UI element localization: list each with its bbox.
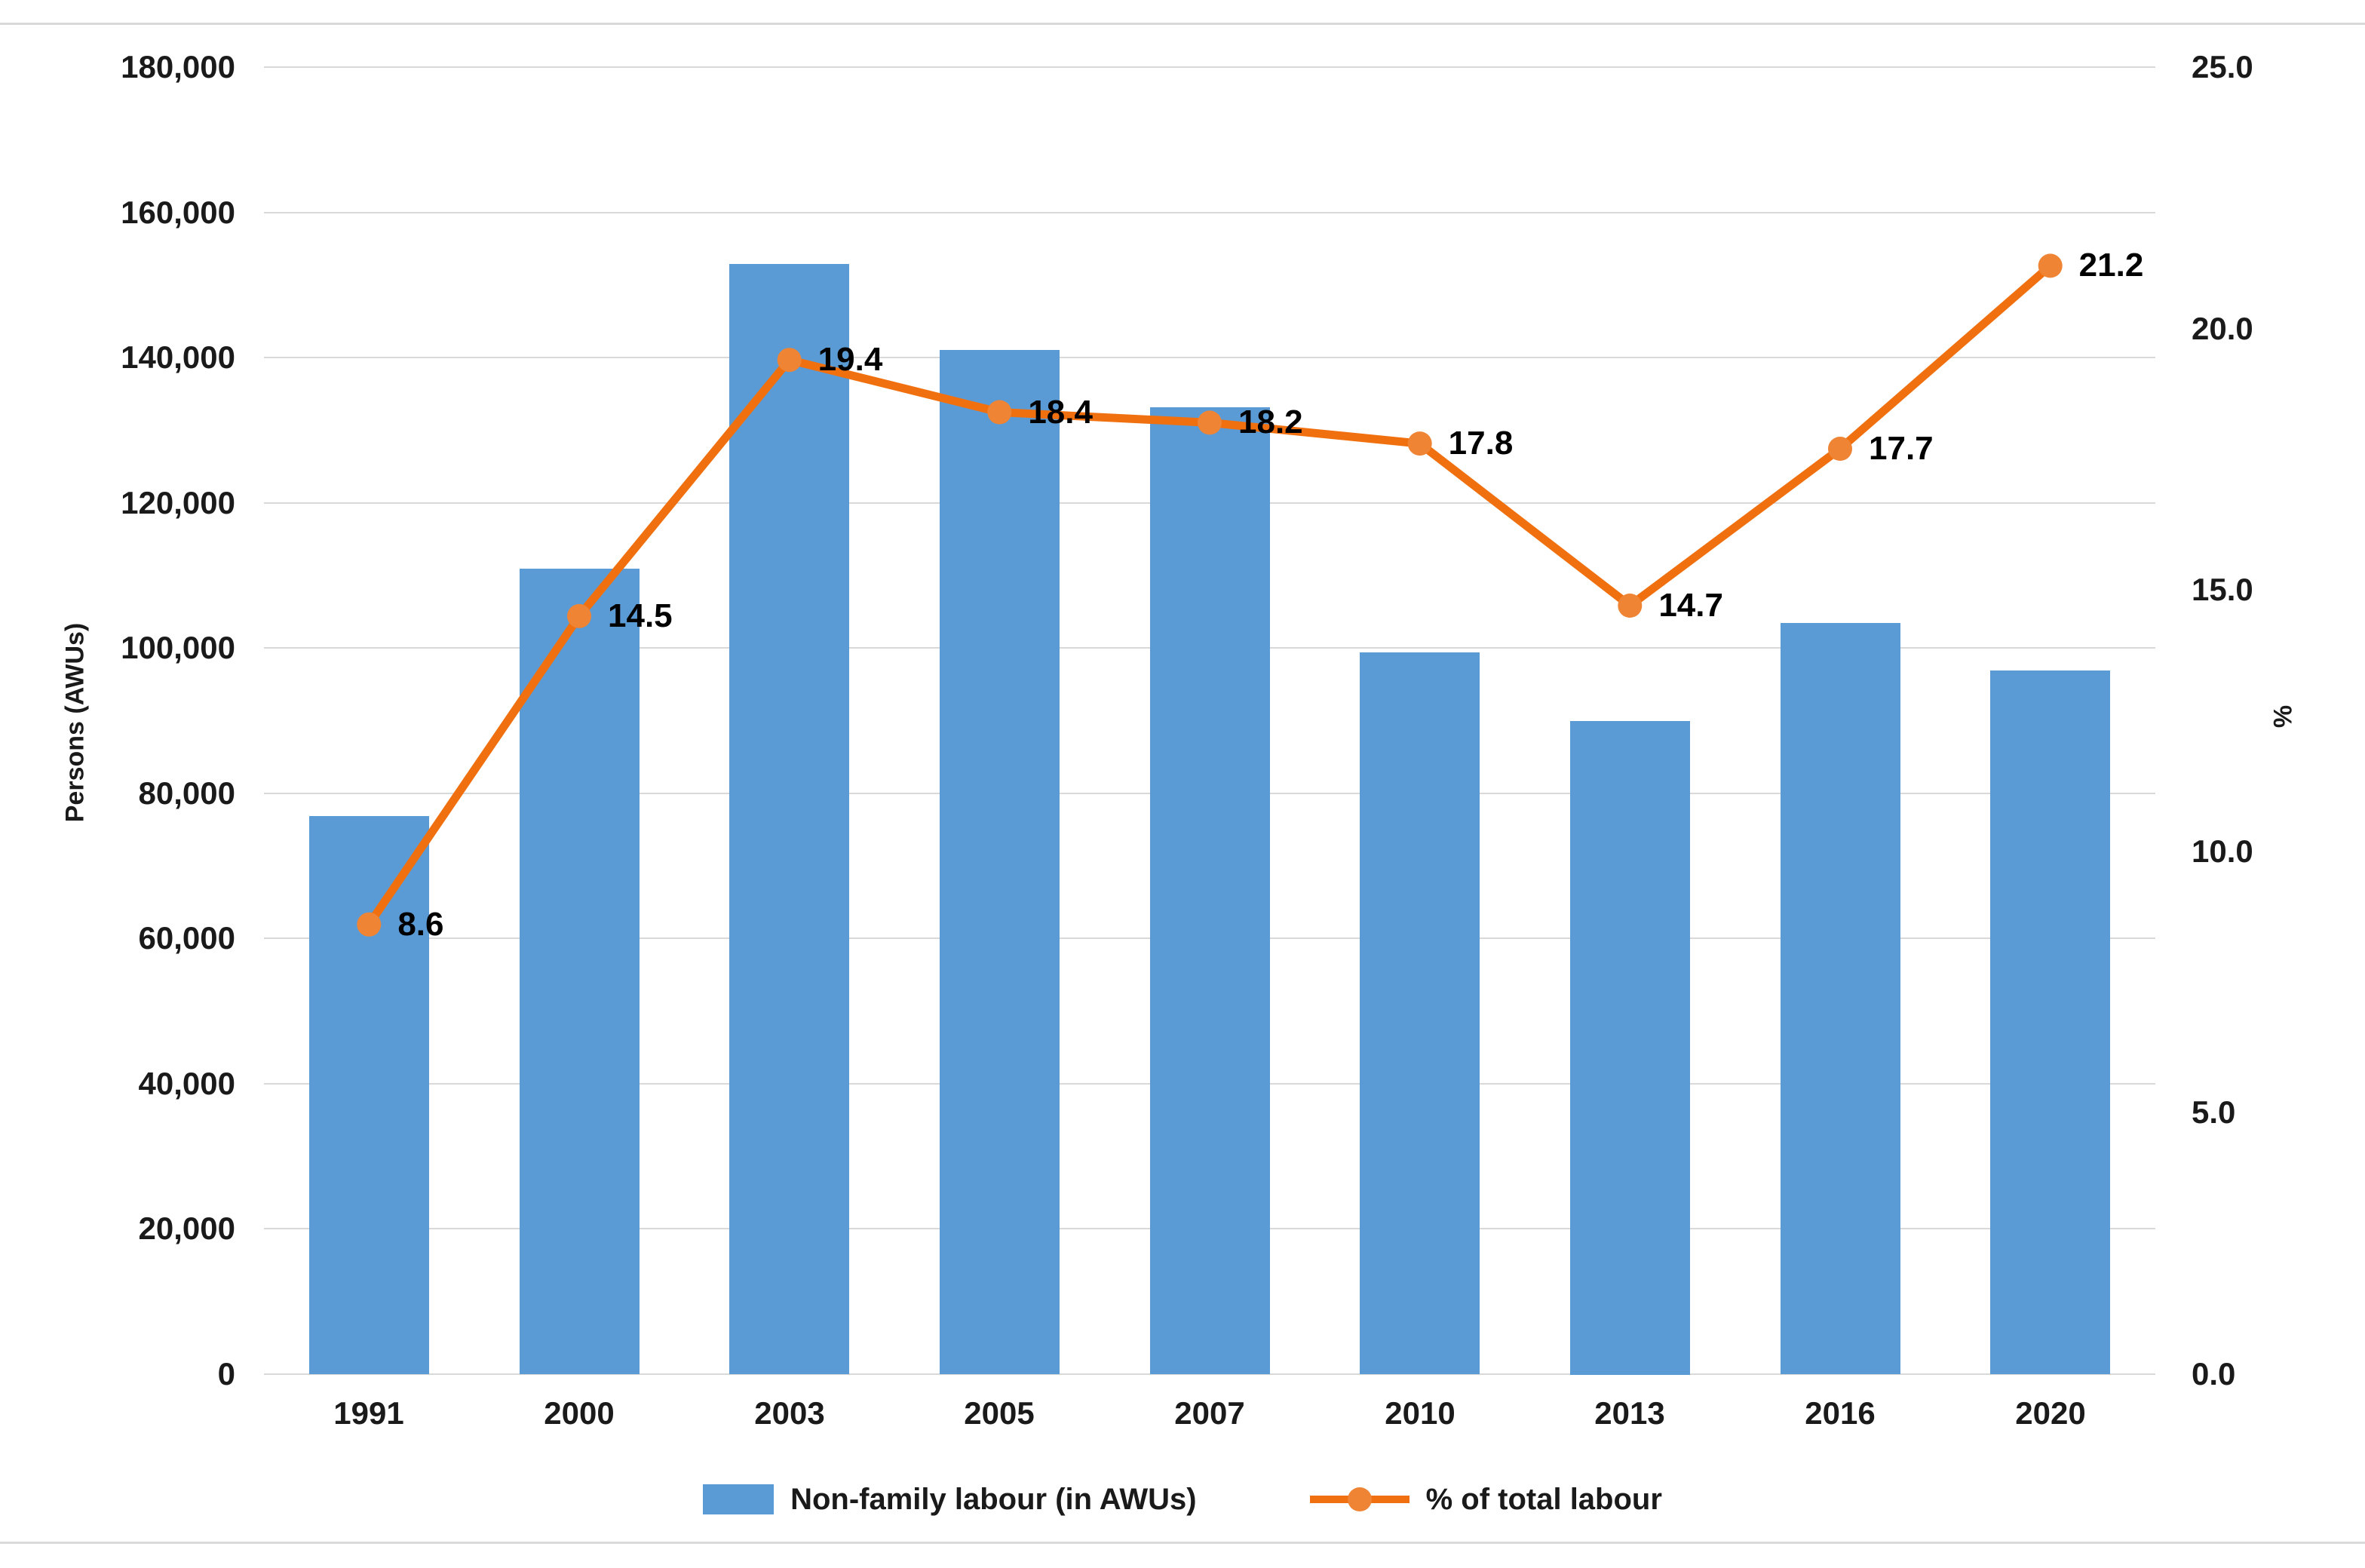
data-point-marker bbox=[1198, 410, 1222, 435]
data-point-marker bbox=[777, 348, 802, 373]
right-axis-tick-label: 15.0 bbox=[2192, 572, 2253, 608]
data-point-label: 17.7 bbox=[1869, 430, 1934, 468]
left-axis-tick-label: 180,000 bbox=[121, 49, 235, 84]
left-axis-tick-label: 160,000 bbox=[121, 194, 235, 230]
page-bottom-rule bbox=[0, 1542, 2365, 1544]
data-point-label: 18.2 bbox=[1238, 404, 1303, 441]
x-axis-tick-label: 2005 bbox=[964, 1395, 1035, 1431]
data-point-label: 18.4 bbox=[1028, 393, 1093, 431]
x-axis-tick-labels: 1991 2000 2003 2005 2007 2010 2013 2016 2020 bbox=[0, 1395, 2365, 1448]
x-axis-tick-label: 1991 bbox=[333, 1395, 404, 1431]
right-axis-tick-label: 10.0 bbox=[2192, 833, 2253, 869]
plot-area: 8.6 14.5 19.4 18.4 18.2 17.8 14.7 17.7 21.2 bbox=[264, 66, 2155, 1375]
right-axis-tick-label: 25.0 bbox=[2192, 49, 2253, 84]
right-axis-tick-label: 20.0 bbox=[2192, 310, 2253, 346]
x-axis-tick-label: 2020 bbox=[2015, 1395, 2086, 1431]
x-axis-tick-label: 2007 bbox=[1174, 1395, 1245, 1431]
gridline bbox=[264, 211, 2155, 213]
x-axis-tick-label: 2013 bbox=[1594, 1395, 1665, 1431]
legend-item-bars: Non-family labour (in AWUs) bbox=[703, 1483, 1197, 1517]
data-point-marker bbox=[357, 912, 382, 937]
bar bbox=[729, 264, 849, 1374]
left-axis-tick-label: 40,000 bbox=[138, 1065, 235, 1101]
data-point-label: 14.7 bbox=[1658, 586, 1723, 624]
left-axis-tick-label: 80,000 bbox=[138, 775, 235, 811]
bar bbox=[1781, 623, 1900, 1374]
line-path bbox=[364, 261, 2055, 929]
data-point-marker bbox=[2038, 253, 2063, 278]
left-axis-tick-label: 60,000 bbox=[138, 920, 235, 956]
data-point-label: 17.8 bbox=[1448, 425, 1514, 462]
left-axis-tick-label: 120,000 bbox=[121, 484, 235, 520]
x-axis-tick-label: 2010 bbox=[1385, 1395, 1456, 1431]
data-point-marker bbox=[987, 400, 1012, 425]
data-point-marker bbox=[567, 603, 591, 628]
page-top-rule bbox=[0, 23, 2365, 25]
data-point-label: 14.5 bbox=[608, 597, 673, 634]
x-axis-tick-label: 2000 bbox=[544, 1395, 615, 1431]
line-marker-swatch-icon bbox=[1309, 1484, 1409, 1514]
line-swatch-dot bbox=[1347, 1487, 1372, 1511]
left-axis-tick-labels: 0 20,000 40,000 60,000 80,000 100,000 120,000 1… bbox=[0, 49, 235, 1392]
data-point-marker bbox=[1618, 594, 1643, 618]
x-axis-tick-label: 2016 bbox=[1805, 1395, 1876, 1431]
bar bbox=[1360, 652, 1480, 1374]
left-axis-title: Persons (AWUs) bbox=[60, 622, 90, 823]
bar bbox=[940, 350, 1060, 1374]
right-axis-title: % bbox=[2268, 704, 2298, 729]
legend: Non-family labour (in AWUs) % of total l… bbox=[0, 1469, 2365, 1530]
data-point-marker bbox=[1407, 431, 1432, 456]
right-axis-tick-label: 0.0 bbox=[2192, 1356, 2236, 1392]
data-point-label: 21.2 bbox=[2078, 247, 2144, 284]
left-axis-tick-label: 20,000 bbox=[138, 1211, 235, 1247]
data-point-label: 8.6 bbox=[397, 905, 444, 943]
left-axis-tick-label: 0 bbox=[217, 1356, 235, 1392]
gridline bbox=[264, 1373, 2155, 1375]
line-series bbox=[357, 253, 2063, 937]
bar-swatch-icon bbox=[703, 1484, 775, 1514]
gridline bbox=[264, 66, 2155, 68]
x-axis-tick-label: 2003 bbox=[754, 1395, 825, 1431]
left-axis-tick-label: 140,000 bbox=[121, 339, 235, 376]
data-point-label: 19.4 bbox=[817, 341, 883, 379]
legend-label-bars: Non-family labour (in AWUs) bbox=[790, 1482, 1197, 1516]
legend-item-line: % of total labour bbox=[1309, 1482, 1662, 1517]
right-axis-tick-label: 5.0 bbox=[2192, 1094, 2236, 1131]
bar bbox=[309, 816, 429, 1374]
bar bbox=[520, 569, 640, 1374]
right-axis-tick-labels: 0.0 5.0 10.0 15.0 20.0 25.0 bbox=[2192, 49, 2357, 1392]
bar bbox=[1990, 670, 2110, 1374]
gridline bbox=[264, 357, 2155, 359]
legend-label-line: % of total labour bbox=[1425, 1482, 1662, 1516]
data-point-marker bbox=[1828, 437, 1852, 461]
bar bbox=[1570, 721, 1690, 1375]
left-axis-tick-label: 100,000 bbox=[121, 630, 235, 666]
bar bbox=[1150, 407, 1270, 1374]
